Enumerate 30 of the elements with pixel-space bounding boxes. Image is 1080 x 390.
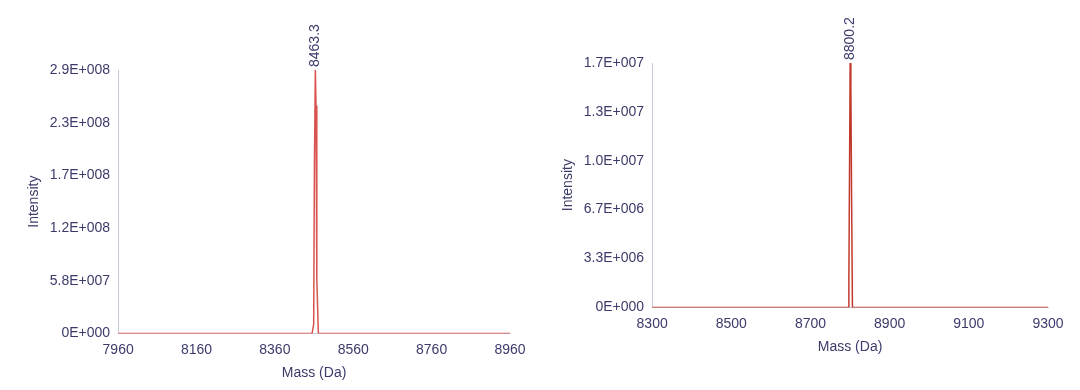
x-tick-label: 8960 bbox=[494, 340, 526, 357]
y-tick-label: 0E+000 bbox=[595, 298, 645, 315]
annotation: 8800.2 bbox=[841, 16, 858, 60]
y-tick-label: 1.0E+007 bbox=[583, 151, 645, 168]
y-tick-label: 1.7E+007 bbox=[583, 53, 645, 70]
y-tick-label: 3.3E+006 bbox=[583, 249, 645, 266]
x-axis-title: Mass (Da) bbox=[817, 338, 883, 355]
y-tick-label: 5.8E+007 bbox=[49, 271, 111, 288]
y-tick-label: 0E+000 bbox=[61, 324, 111, 341]
y-tick-label: 2.9E+008 bbox=[49, 60, 111, 77]
x-tick-label: 8700 bbox=[794, 314, 827, 331]
y-tick-label: 1.2E+008 bbox=[49, 218, 111, 235]
x-tick-label: 8760 bbox=[416, 340, 448, 357]
x-tick-label: 7960 bbox=[102, 340, 134, 357]
x-tick-label: 8300 bbox=[636, 314, 668, 331]
y-tick-label: 6.7E+006 bbox=[583, 200, 645, 217]
y-tick-label: 2.3E+008 bbox=[49, 113, 111, 130]
y-tick-label: 1.3E+007 bbox=[583, 102, 645, 119]
x-tick-label: 8160 bbox=[180, 340, 213, 357]
x-axis-title: Mass (Da) bbox=[281, 364, 347, 381]
y-axis-title: Intensity bbox=[559, 159, 576, 212]
x-tick-label: 8360 bbox=[259, 340, 291, 357]
x-tick-label: 8500 bbox=[715, 314, 748, 331]
y-axis-title: Intensity bbox=[25, 175, 42, 228]
x-tick-label: 9100 bbox=[953, 314, 985, 331]
annotation: 8463.3 bbox=[306, 23, 323, 67]
y-tick-label: 1.7E+008 bbox=[49, 166, 111, 183]
x-tick-label: 9300 bbox=[1032, 314, 1064, 331]
x-tick-label: 8900 bbox=[874, 314, 906, 331]
x-tick-label: 8560 bbox=[337, 340, 370, 357]
